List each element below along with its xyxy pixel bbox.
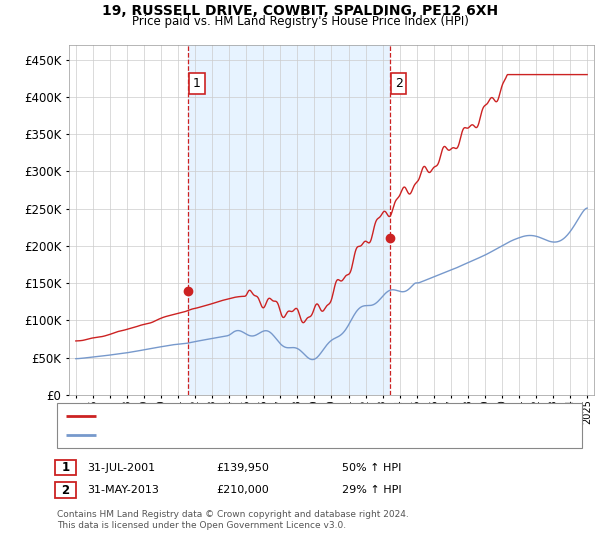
Text: £139,950: £139,950 [216, 463, 269, 473]
Text: 31-MAY-2013: 31-MAY-2013 [87, 485, 159, 495]
Text: 1: 1 [61, 461, 70, 474]
Text: 2: 2 [395, 77, 403, 90]
Text: 2: 2 [61, 483, 70, 497]
Text: This data is licensed under the Open Government Licence v3.0.: This data is licensed under the Open Gov… [57, 521, 346, 530]
Text: 50% ↑ HPI: 50% ↑ HPI [342, 463, 401, 473]
Text: Contains HM Land Registry data © Crown copyright and database right 2024.: Contains HM Land Registry data © Crown c… [57, 510, 409, 519]
Text: Price paid vs. HM Land Registry's House Price Index (HPI): Price paid vs. HM Land Registry's House … [131, 15, 469, 28]
Text: HPI: Average price, detached house, South Holland: HPI: Average price, detached house, Sout… [102, 431, 368, 441]
Text: 29% ↑ HPI: 29% ↑ HPI [342, 485, 401, 495]
Bar [188, 45, 389, 395]
Text: £210,000: £210,000 [216, 485, 269, 495]
Text: 1: 1 [193, 77, 201, 90]
Text: 19, RUSSELL DRIVE, COWBIT, SPALDING, PE12 6XH: 19, RUSSELL DRIVE, COWBIT, SPALDING, PE1… [102, 4, 498, 18]
Text: 19, RUSSELL DRIVE, COWBIT, SPALDING, PE12 6XH (detached house): 19, RUSSELL DRIVE, COWBIT, SPALDING, PE1… [102, 410, 463, 421]
Text: 31-JUL-2001: 31-JUL-2001 [87, 463, 155, 473]
